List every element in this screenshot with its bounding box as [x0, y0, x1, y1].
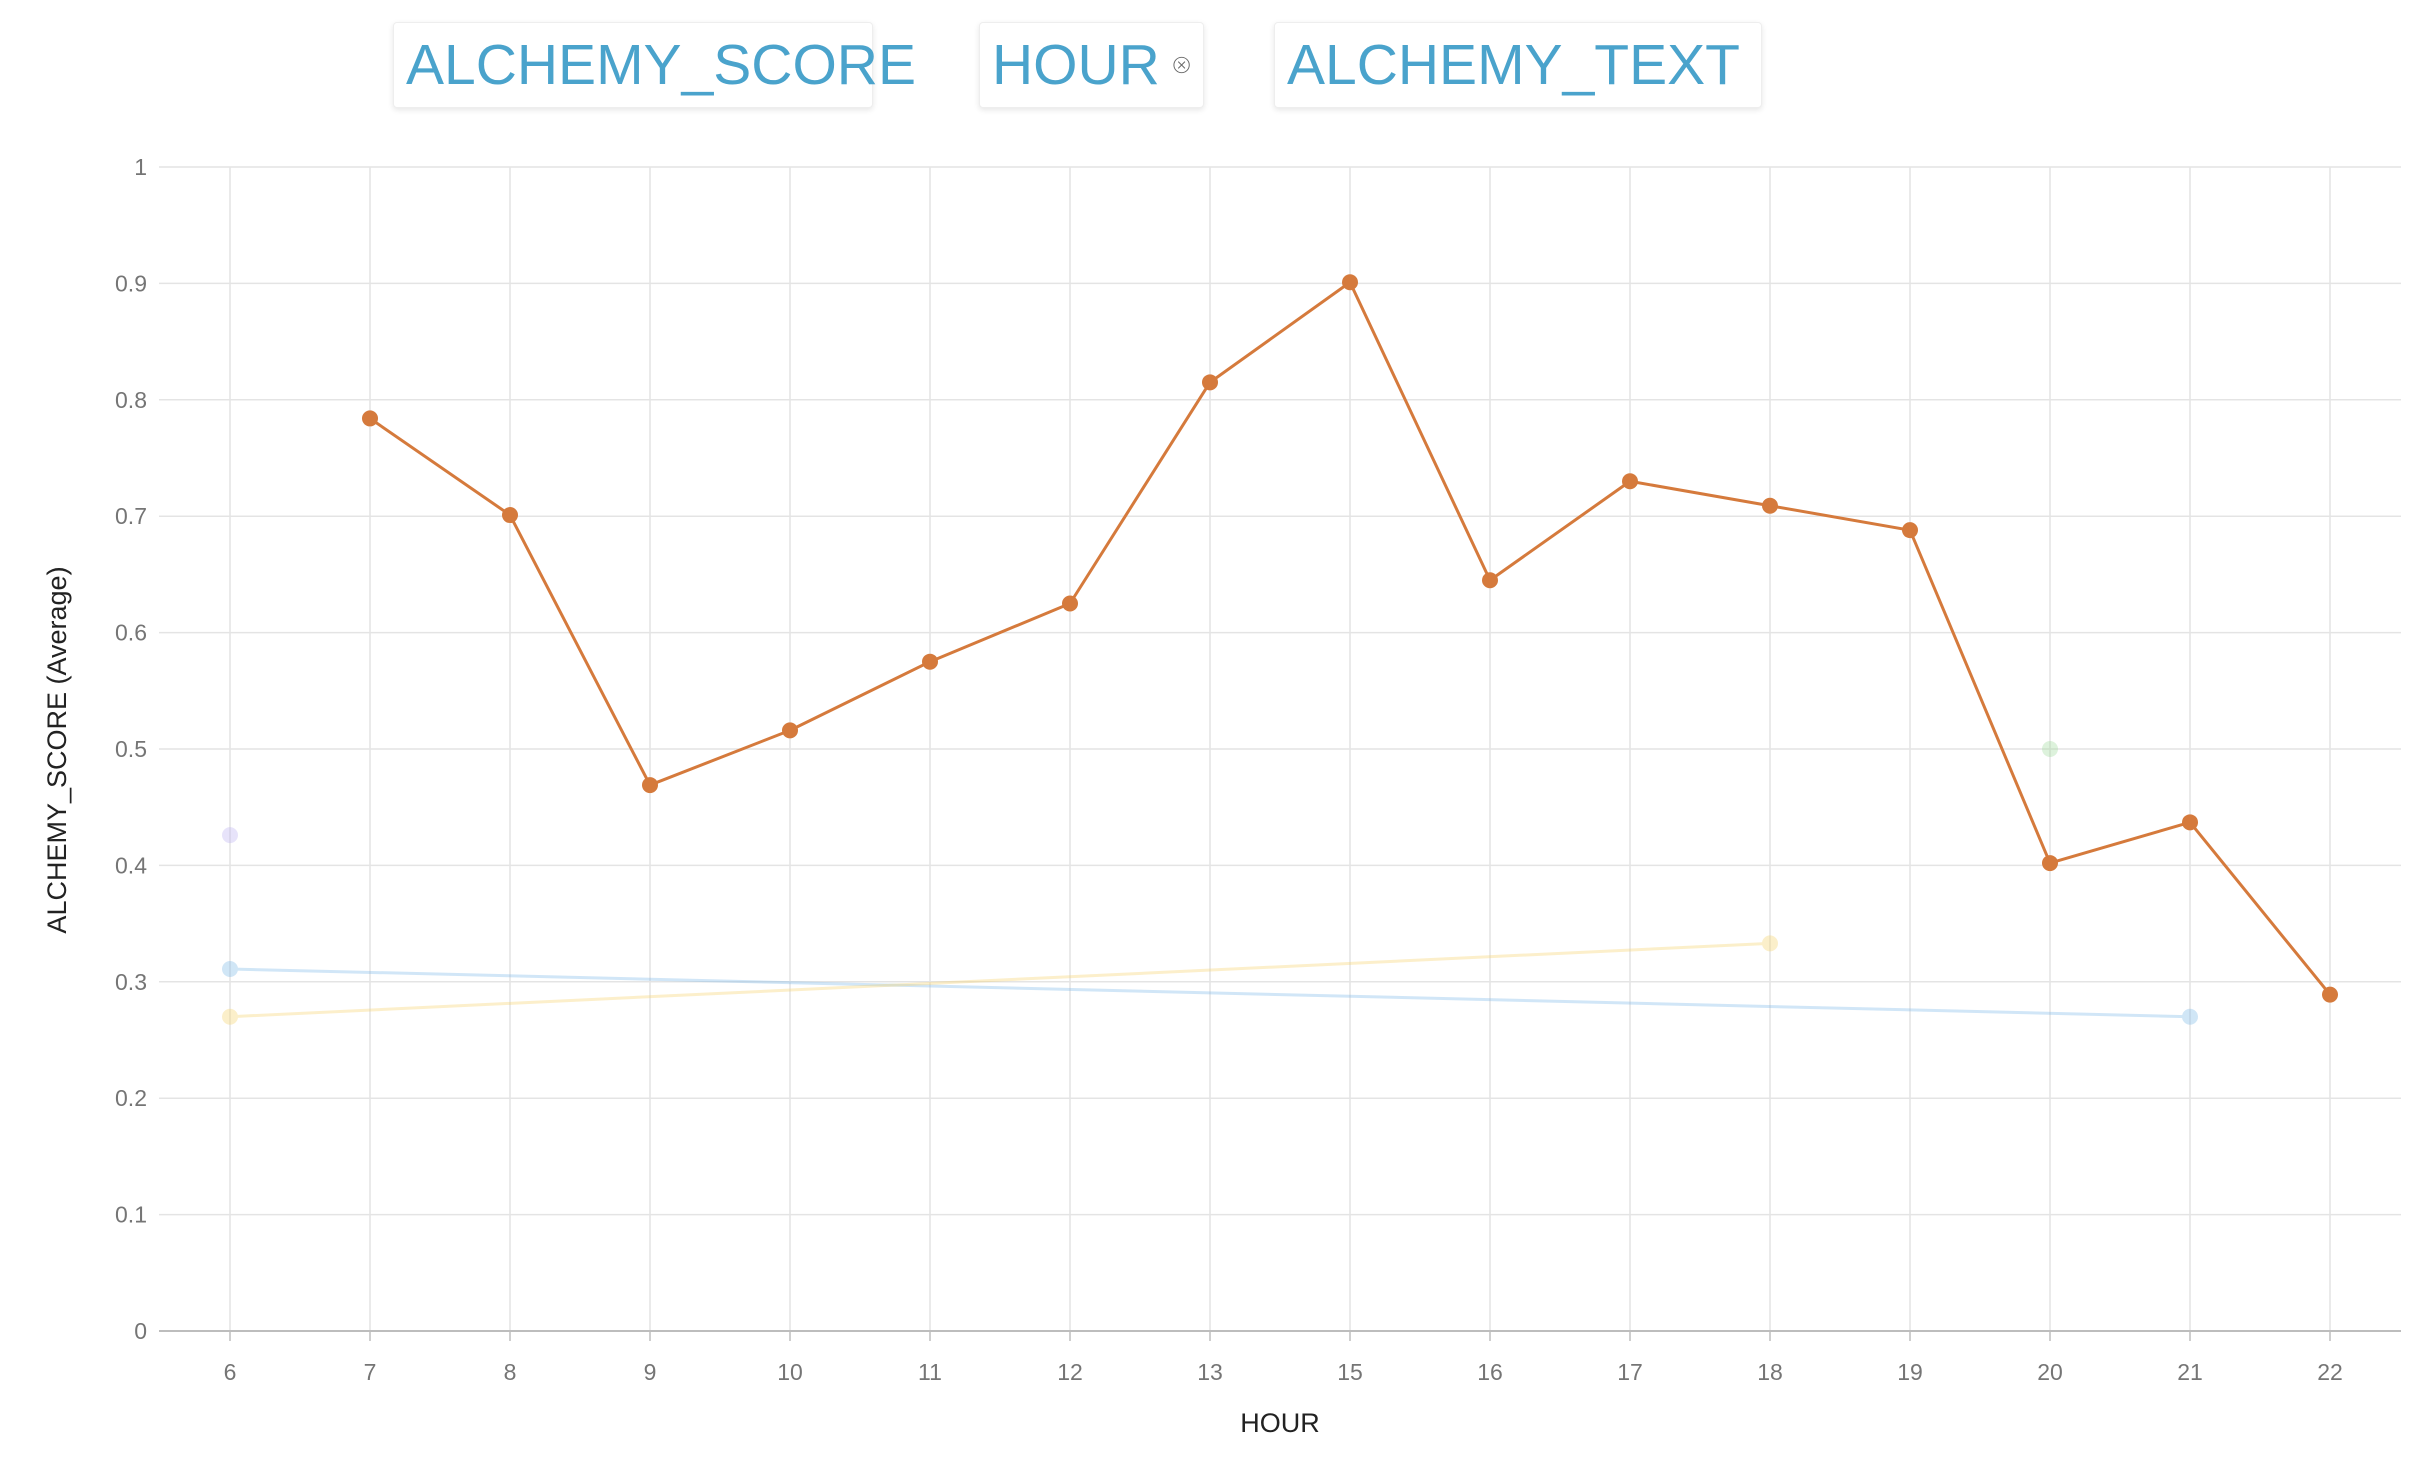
x-tick-label: 11	[918, 1359, 942, 1385]
x-tick-label: 10	[777, 1359, 803, 1385]
series-line	[229, 967, 2191, 1019]
data-point	[222, 1008, 238, 1025]
data-point	[642, 777, 658, 794]
data-point	[1902, 522, 1918, 539]
y-tick-label: 0.8	[115, 387, 147, 413]
x-tick-label: 6	[224, 1359, 237, 1385]
series-3	[222, 827, 238, 844]
y-tick-label: 0.2	[115, 1085, 147, 1111]
y-tick-label: 0.1	[115, 1202, 147, 1228]
y-tick-label: 0	[134, 1318, 147, 1344]
y-tick-label: 1	[134, 154, 147, 180]
x-tick-label: 9	[644, 1359, 657, 1385]
data-point	[1762, 935, 1778, 952]
x-tick-label: 16	[1477, 1359, 1503, 1385]
x-tick-label: 13	[1197, 1359, 1223, 1385]
y-tick-label: 0.7	[115, 503, 147, 529]
data-point	[1622, 473, 1638, 490]
y-tick-label: 0.5	[115, 736, 147, 762]
dimension-pill-label: HOUR	[992, 32, 1160, 97]
series-0	[362, 274, 2338, 1003]
data-point	[1062, 595, 1078, 612]
data-point	[222, 827, 238, 844]
x-tick-label: 12	[1057, 1359, 1083, 1385]
data-point	[2042, 855, 2058, 872]
x-tick-label: 22	[2317, 1359, 2343, 1385]
x-tick-label: 7	[364, 1359, 377, 1385]
data-point	[2182, 814, 2198, 831]
metric-pill-label: ALCHEMY_SCORE	[406, 32, 916, 97]
data-point	[362, 410, 378, 427]
data-point	[1482, 572, 1498, 589]
x-axis-title: HOUR	[1240, 1408, 1320, 1438]
x-tick-label: 18	[1757, 1359, 1783, 1385]
x-tick-label: 21	[2177, 1359, 2203, 1385]
x-tick-label: 20	[2037, 1359, 2063, 1385]
y-tick-label: 0.4	[115, 852, 147, 878]
dimension-pill-alchemy-text[interactable]: ALCHEMY_TEXT	[1274, 22, 1762, 108]
series-2	[222, 935, 1778, 1025]
series-line	[229, 941, 1771, 1019]
data-point	[2322, 986, 2338, 1003]
y-axis-title: ALCHEMY_SCORE (Average)	[42, 566, 72, 933]
data-point	[222, 960, 238, 977]
data-point	[922, 653, 938, 670]
grid	[159, 166, 2401, 1341]
y-tick-label: 0.9	[115, 270, 147, 296]
data-point	[502, 507, 518, 524]
y-tick-label: 0.3	[115, 969, 147, 995]
x-tick-label: 8	[504, 1359, 517, 1385]
dimension-pill-hour[interactable]: HOUR	[979, 22, 1204, 108]
series-4	[2042, 741, 2058, 757]
series-1	[222, 960, 2198, 1025]
data-point	[1202, 374, 1218, 391]
data-point	[2182, 1008, 2198, 1025]
tick-labels: 00.10.20.30.40.50.60.70.80.916 7 8 9 10 11 12 1…	[115, 154, 2343, 1385]
metric-pill-alchemy-score[interactable]: ALCHEMY_SCORE	[393, 22, 916, 108]
dimension-pill-label: ALCHEMY_TEXT	[1287, 32, 1740, 97]
data-point	[782, 722, 798, 739]
x-tick-label: 19	[1897, 1359, 1923, 1385]
data-point	[2042, 741, 2058, 757]
data-point	[1762, 497, 1778, 514]
data-point	[1342, 274, 1358, 291]
circle-x-icon[interactable]	[1172, 45, 1191, 85]
series	[222, 274, 2338, 1025]
x-tick-label: 15	[1337, 1359, 1363, 1385]
y-tick-label: 0.6	[115, 620, 147, 646]
axes: HOUR ALCHEMY_SCORE (Average)	[42, 566, 2401, 1438]
x-tick-label: 17	[1617, 1359, 1643, 1385]
